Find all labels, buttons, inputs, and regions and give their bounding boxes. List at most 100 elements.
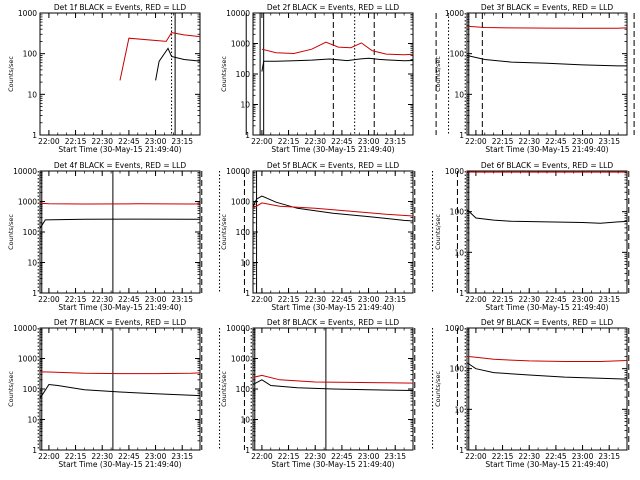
x-tick-label: 22:15 — [278, 295, 300, 304]
x-tick-label: 22:00 — [465, 137, 487, 146]
panel-title: Det 9f BLACK = Events, RED = LLD — [481, 318, 614, 327]
x-tick-label: 22:15 — [65, 452, 87, 461]
y-tick-label: 1 — [245, 446, 250, 455]
lld-series-line — [119, 32, 200, 81]
x-tick-label: 23:15 — [171, 452, 193, 461]
y-axis-label: Counts/sec — [7, 371, 15, 407]
y-tick-label: 1 — [32, 131, 37, 140]
events-series-line — [467, 54, 627, 67]
y-tick-label: 100 — [23, 50, 38, 59]
y-axis-label: Counts/sec — [434, 371, 442, 407]
y-tick-label: 1000 — [231, 355, 250, 364]
x-tick-label: 23:00 — [358, 137, 380, 146]
x-tick-label: 22:00 — [465, 295, 487, 304]
panel-5: Det 5f BLACK = Events, RED = LLD 1 10 100 10… — [220, 161, 458, 312]
x-tick-label: 22:45 — [331, 295, 353, 304]
y-tick-label: 1 — [245, 289, 250, 298]
x-tick-label: 22:30 — [518, 295, 540, 304]
y-tick-label: 1000 — [18, 355, 37, 364]
x-axis-label: Start Time (30-May-15 21:49:40) — [271, 303, 394, 312]
lld-series-line — [261, 41, 413, 56]
x-tick-label: 22:45 — [545, 452, 567, 461]
y-tick-label: 1 — [459, 289, 464, 298]
y-tick-label: 1000 — [231, 40, 250, 49]
y-tick-label: 100 — [450, 208, 465, 217]
y-tick-label: 10 — [240, 416, 250, 425]
y-tick-label: 1 — [459, 131, 464, 140]
x-tick-label: 23:00 — [572, 137, 594, 146]
y-tick-label: 1000 — [445, 167, 464, 176]
x-tick-label: 23:00 — [358, 452, 380, 461]
panel-7: Det 7f BLACK = Events, RED = LLD 1 10 100 10… — [7, 318, 245, 469]
x-tick-label: 22:45 — [545, 137, 567, 146]
x-axis-label: Start Time (30-May-15 21:49:40) — [58, 145, 181, 154]
panel-9: Det 9f BLACK = Events, RED = LLD 1 10 100 10… — [434, 318, 630, 469]
panel-title: Det 1f BLACK = Events, RED = LLD — [54, 3, 187, 12]
events-series-line — [253, 195, 413, 222]
y-tick-label: 10 — [27, 259, 37, 268]
x-tick-label: 23:00 — [572, 452, 594, 461]
y-tick-label: 10000 — [13, 167, 37, 176]
plot-frame — [39, 12, 201, 136]
events-series-line — [467, 208, 627, 224]
x-tick-label: 22:15 — [278, 452, 300, 461]
x-tick-label: 22:45 — [331, 137, 353, 146]
y-tick-label: 100 — [450, 365, 465, 374]
x-axis-label: Start Time (30-May-15 21:49:40) — [271, 145, 394, 154]
panel-1: Det 1f BLACK = Events, RED = LLD 1 10 100 10… — [7, 3, 375, 154]
y-tick-label: 100 — [236, 70, 251, 79]
y-axis-label: Counts/sec — [434, 56, 442, 92]
x-tick-label: 22:15 — [65, 295, 87, 304]
events-series-line — [253, 379, 413, 391]
x-tick-label: 23:15 — [598, 452, 620, 461]
panel-6: Det 6f BLACK = Events, RED = LLD 1 10 100 10… — [434, 161, 630, 312]
x-tick-label: 22:45 — [118, 137, 140, 146]
panel-3: Det 3f BLACK = Events, RED = LLD 1 10 100 10… — [434, 3, 635, 154]
plot-frame — [466, 327, 628, 451]
x-tick-label: 22:00 — [251, 452, 273, 461]
panel-title: Det 3f BLACK = Events, RED = LLD — [481, 3, 614, 12]
lld-series-line — [467, 171, 627, 173]
y-tick-label: 100 — [236, 228, 251, 237]
y-tick-label: 10 — [27, 416, 37, 425]
panel-title: Det 7f BLACK = Events, RED = LLD — [54, 318, 187, 327]
y-axis-label: Counts/sec — [7, 214, 15, 250]
lld-series-line — [253, 202, 413, 217]
plot-frame — [466, 12, 628, 136]
y-tick-label: 10 — [454, 90, 464, 99]
x-tick-label: 22:45 — [118, 295, 140, 304]
panel-8: Det 8f BLACK = Events, RED = LLD 1 10 100 10… — [220, 318, 458, 469]
x-tick-label: 22:15 — [65, 137, 87, 146]
x-tick-label: 22:00 — [251, 295, 273, 304]
panel-title: Det 5f BLACK = Events, RED = LLD — [267, 161, 400, 170]
x-tick-label: 22:45 — [331, 452, 353, 461]
y-tick-label: 1000 — [18, 198, 37, 207]
lld-series-line — [467, 355, 627, 362]
x-tick-label: 22:45 — [545, 295, 567, 304]
x-tick-label: 23:15 — [384, 295, 406, 304]
events-series-line — [40, 383, 200, 399]
x-tick-label: 22:30 — [91, 295, 113, 304]
x-tick-label: 22:30 — [304, 452, 326, 461]
x-tick-label: 22:00 — [465, 452, 487, 461]
x-tick-label: 23:00 — [358, 295, 380, 304]
y-tick-label: 10 — [454, 405, 464, 414]
panel-title: Det 4f BLACK = Events, RED = LLD — [54, 161, 187, 170]
y-tick-label: 1000 — [445, 9, 464, 18]
x-tick-label: 22:00 — [38, 295, 60, 304]
panel-4: Det 4f BLACK = Events, RED = LLD 1 10 100 10… — [7, 161, 245, 312]
y-tick-label: 100 — [236, 385, 251, 394]
plot-frame — [252, 170, 414, 294]
panel-2: Det 2f BLACK = Events, RED = LLD 1 10 100 10… — [220, 3, 483, 154]
events-series-line — [40, 218, 200, 229]
lld-series-line — [253, 374, 413, 384]
y-tick-label: 100 — [23, 228, 38, 237]
x-tick-label: 22:00 — [38, 137, 60, 146]
lld-series-line — [467, 25, 627, 29]
x-tick-label: 22:30 — [518, 137, 540, 146]
y-axis-label: Counts/sec — [7, 56, 15, 92]
plot-frame — [39, 170, 201, 294]
y-tick-label: 10 — [27, 90, 37, 99]
x-tick-label: 22:15 — [492, 452, 514, 461]
y-tick-label: 10000 — [226, 167, 250, 176]
